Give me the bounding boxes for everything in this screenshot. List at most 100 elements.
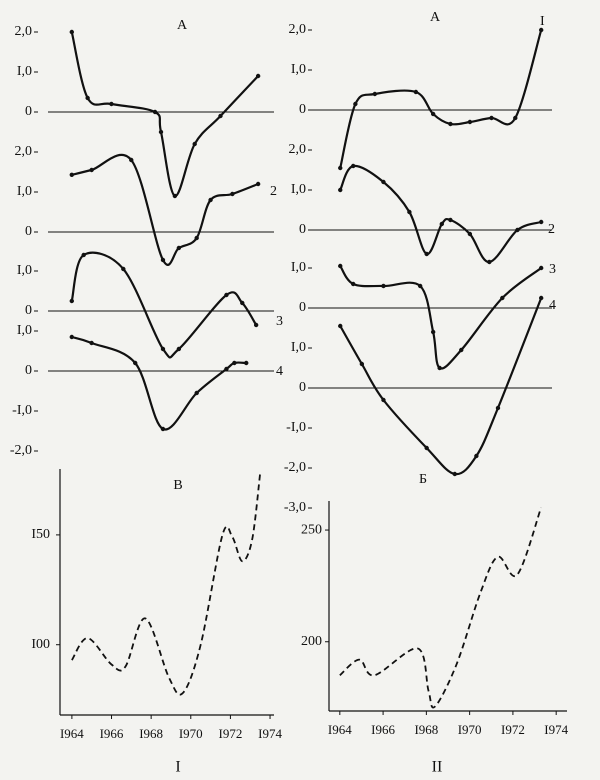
y-tick-label: 2,0 xyxy=(15,24,33,39)
data-point xyxy=(253,322,259,328)
data-point xyxy=(232,360,237,366)
data-point xyxy=(467,231,473,237)
data-point xyxy=(338,263,343,269)
data-point xyxy=(230,191,235,197)
panel-title: Б xyxy=(419,472,427,487)
data-point xyxy=(338,323,343,329)
data-point xyxy=(538,219,544,225)
x-tick-label: I968 xyxy=(139,726,163,741)
y-tick-label: 0 xyxy=(299,222,306,237)
y-tick-label: I,0 xyxy=(291,182,306,197)
data-point xyxy=(448,217,453,223)
data-point xyxy=(500,295,505,301)
data-point xyxy=(194,235,199,241)
column-label: II xyxy=(432,759,443,776)
data-point xyxy=(413,89,419,95)
data-point xyxy=(487,259,492,265)
data-point xyxy=(133,360,138,366)
x-tick-label: I966 xyxy=(100,726,124,741)
data-point xyxy=(515,227,520,233)
data-point xyxy=(69,172,74,177)
data-point xyxy=(69,334,74,340)
y-tick-label: I,0 xyxy=(17,64,32,79)
curve xyxy=(70,251,258,359)
data-point xyxy=(218,113,223,119)
data-point xyxy=(359,361,365,367)
y-tick-label: 0 xyxy=(25,363,32,378)
data-point xyxy=(381,397,386,403)
curve-label: 2 xyxy=(548,222,555,237)
data-point xyxy=(129,157,134,163)
data-point xyxy=(417,283,423,289)
data-point xyxy=(430,329,436,335)
curve xyxy=(339,164,542,264)
data-point xyxy=(255,181,261,187)
data-point xyxy=(81,252,86,258)
y-tick-label: 0 xyxy=(25,104,32,119)
data-point xyxy=(208,197,213,203)
data-point xyxy=(160,346,166,352)
dashed-curve xyxy=(71,473,262,696)
data-point xyxy=(430,111,436,117)
data-point xyxy=(437,365,442,371)
data-point xyxy=(513,115,518,121)
y-tick-label: 0 xyxy=(299,380,306,395)
y-tick-label: -3,0 xyxy=(284,500,306,515)
x-tick-label: I972 xyxy=(218,726,242,741)
y-tick-label: I,0 xyxy=(291,260,306,275)
curve-label: 3 xyxy=(276,314,283,329)
curve xyxy=(71,335,247,431)
data-point xyxy=(459,347,464,353)
curve xyxy=(71,153,259,266)
curve-label: 4 xyxy=(276,364,283,379)
panel-title: A xyxy=(177,18,188,33)
data-point xyxy=(448,121,453,127)
data-point xyxy=(172,193,178,199)
x-tick-label: I970 xyxy=(458,722,482,737)
data-point xyxy=(244,360,249,366)
data-point xyxy=(381,179,386,185)
x-tick-label: I972 xyxy=(501,722,525,737)
data-point xyxy=(176,346,182,352)
x-tick-label: I970 xyxy=(179,726,203,741)
x-tick-label: I966 xyxy=(371,722,395,737)
y-tick-label: -2,0 xyxy=(10,443,32,458)
curve xyxy=(70,31,259,198)
data-point xyxy=(424,445,429,451)
data-point xyxy=(467,119,473,125)
x-tick-label: I974 xyxy=(544,722,568,737)
y-tick-label: 2,0 xyxy=(289,142,307,157)
data-point xyxy=(176,245,182,251)
data-point xyxy=(109,101,114,107)
data-point xyxy=(351,163,356,169)
data-point xyxy=(89,167,94,173)
y-tick-label: 250 xyxy=(301,522,322,537)
y-tick-label: I,0 xyxy=(291,62,306,77)
data-point xyxy=(353,101,358,107)
data-point xyxy=(224,292,229,298)
data-point xyxy=(474,453,479,459)
data-point xyxy=(424,251,429,257)
data-point xyxy=(439,221,445,227)
curve xyxy=(339,265,542,370)
data-point xyxy=(160,257,166,263)
x-tick-label: I964 xyxy=(328,722,352,737)
y-tick-label: I00 xyxy=(31,637,50,652)
y-tick-label: 0 xyxy=(25,303,32,318)
data-point xyxy=(338,165,343,171)
data-point xyxy=(69,29,74,35)
x-tick-label: I964 xyxy=(60,726,84,741)
data-point xyxy=(89,340,94,346)
panel-title: A xyxy=(430,10,441,25)
x-tick-label: I968 xyxy=(414,722,438,737)
y-tick-label: I,0 xyxy=(17,184,32,199)
data-point xyxy=(338,187,343,193)
data-point xyxy=(351,281,356,287)
y-tick-label: 200 xyxy=(301,634,322,649)
curve-label: 2 xyxy=(270,184,277,199)
dashed-curve xyxy=(339,507,542,709)
y-tick-label: 2,0 xyxy=(289,22,307,37)
data-point xyxy=(538,27,544,33)
data-point xyxy=(495,405,501,411)
data-point xyxy=(489,115,494,121)
